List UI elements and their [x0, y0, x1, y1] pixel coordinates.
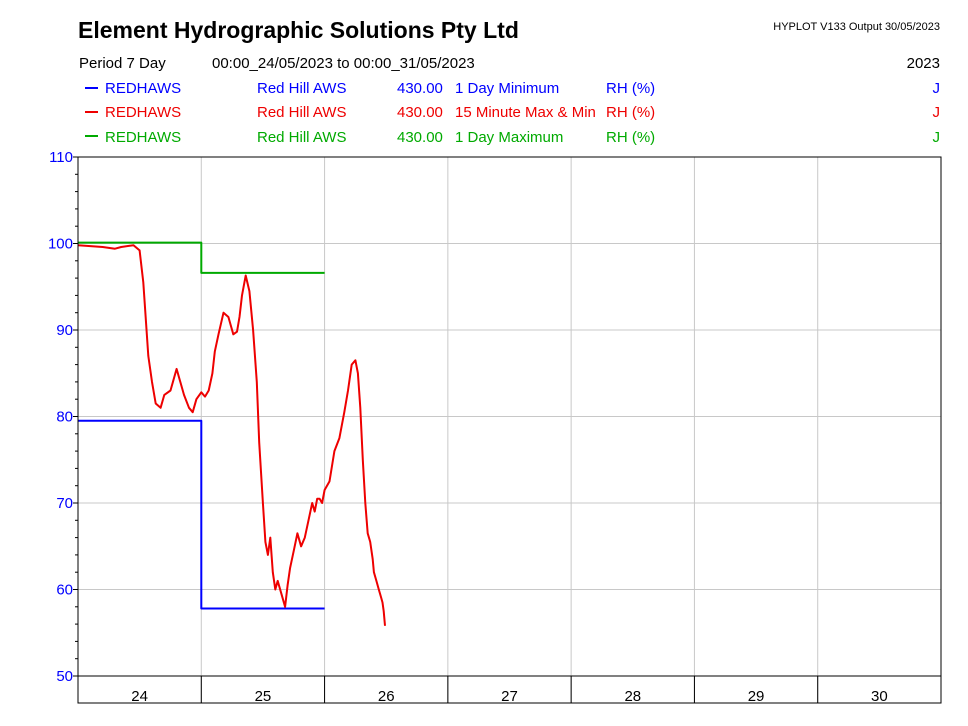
legend-site: REDHAWS	[105, 80, 181, 97]
y-tick-label: 90	[56, 322, 73, 339]
period-label: Period 7 Day	[79, 55, 166, 72]
x-tick-label: 26	[378, 688, 395, 705]
legend-row-max: REDHAWS Red Hill AWS 430.00 1 Day Maximu…	[85, 129, 940, 146]
legend-statistic: 1 Day Minimum	[455, 80, 559, 97]
legend-station-name: Red Hill AWS	[257, 80, 346, 97]
y-tick-label: 100	[48, 236, 73, 253]
legend-flag: J	[933, 80, 941, 97]
series-group	[77, 241, 386, 626]
y-tick-label: 110	[49, 149, 73, 166]
x-tick-label: 28	[624, 688, 641, 705]
legend-station-name: Red Hill AWS	[257, 129, 346, 146]
series-line-1-day-maximum	[78, 241, 325, 274]
legend-unit: RH (%)	[606, 129, 655, 146]
legend-flag: J	[933, 104, 941, 121]
legend-variable: 430.00	[397, 129, 443, 146]
y-tick-label: 70	[56, 495, 73, 512]
x-axis: 24 25 26 27 28 29 30	[77, 675, 942, 705]
legend-unit: RH (%)	[606, 104, 655, 121]
x-tick-label: 30	[871, 688, 888, 705]
y-tick-label: 80	[56, 409, 73, 426]
chart-title: Element Hydrographic Solutions Pty Ltd	[78, 17, 519, 43]
series-line-1-day-minimum	[78, 419, 325, 610]
legend-variable: 430.00	[397, 104, 443, 121]
y-tick-label: 50	[56, 668, 73, 685]
version-output-label: HYPLOT V133 Output 30/05/2023	[773, 21, 940, 33]
legend-site: REDHAWS	[105, 129, 181, 146]
legend-statistic: 1 Day Maximum	[455, 129, 563, 146]
legend-row-min: REDHAWS Red Hill AWS 430.00 1 Day Minimu…	[85, 80, 940, 97]
series-line-15-minute-max-min	[77, 244, 386, 626]
legend-site: REDHAWS	[105, 104, 181, 121]
legend-variable: 430.00	[397, 80, 443, 97]
year-label: 2023	[907, 55, 940, 72]
x-tick-label: 27	[501, 688, 518, 705]
plot-frame	[77, 156, 942, 704]
legend-flag: J	[933, 129, 941, 146]
legend: REDHAWS Red Hill AWS 430.00 1 Day Minimu…	[85, 80, 940, 146]
x-tick-label: 25	[255, 688, 272, 705]
y-tick-label: 60	[56, 582, 73, 599]
period-range: 00:00_24/05/2023 to 00:00_31/05/2023	[212, 55, 475, 72]
x-tick-label: 29	[748, 688, 765, 705]
grid	[78, 156, 941, 703]
legend-station-name: Red Hill AWS	[257, 104, 346, 121]
y-axis: 50 60 70 80 90 100 110	[48, 149, 78, 685]
x-tick-label: 24	[131, 688, 148, 705]
legend-statistic: 15 Minute Max & Min	[455, 104, 596, 121]
legend-row-15min: REDHAWS Red Hill AWS 430.00 15 Minute Ma…	[85, 104, 940, 121]
legend-unit: RH (%)	[606, 80, 655, 97]
